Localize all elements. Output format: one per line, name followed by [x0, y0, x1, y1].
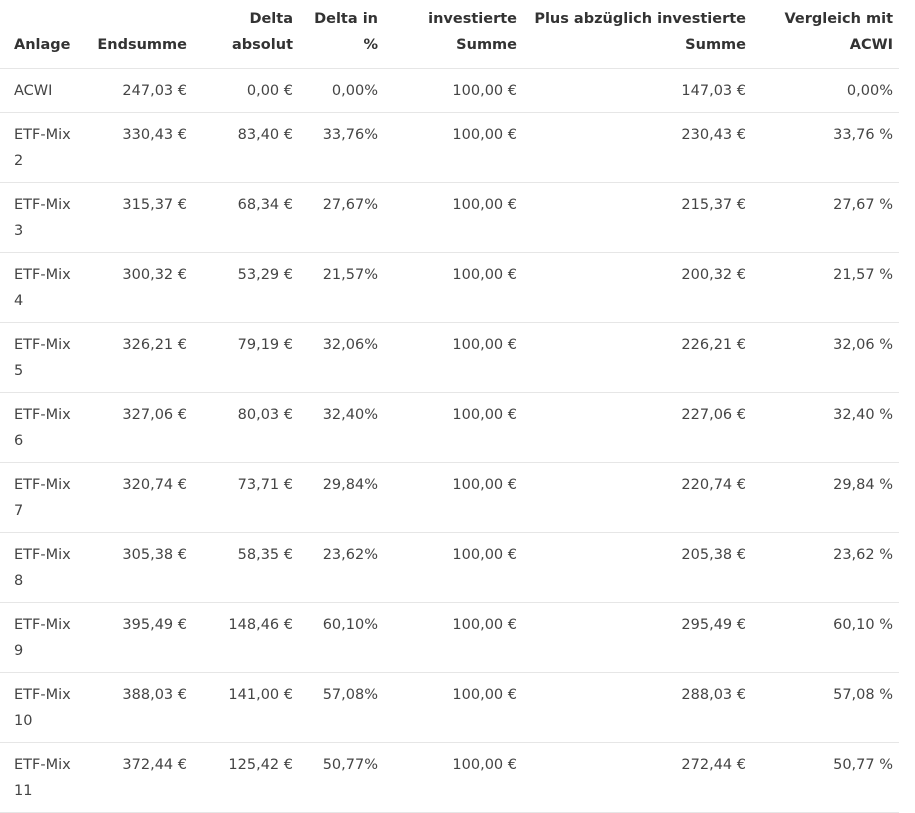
cell-delta-absolut: 0,00 €	[193, 68, 299, 113]
cell-anlage: ACWI	[0, 68, 87, 113]
cell-plus-abzueglich: 227,06 €	[523, 392, 752, 463]
cell-vergleich-acwi: 50,77 %	[752, 742, 899, 813]
cell-investierte-summe: 100,00 €	[384, 322, 523, 393]
cell-delta-absolut: 79,19 €	[193, 322, 299, 393]
table-row: ETF-Mix 4 300,32 € 53,29 € 21,57% 100,00…	[0, 252, 899, 323]
cell-endsumme: 372,44 €	[87, 742, 193, 813]
cell-delta-prozent: 33,76%	[299, 112, 384, 183]
cell-plus-abzueglich: 215,37 €	[523, 182, 752, 253]
cell-plus-abzueglich: 147,03 €	[523, 68, 752, 113]
cell-endsumme: 320,74 €	[87, 462, 193, 533]
cell-delta-prozent: 23,62%	[299, 532, 384, 603]
cell-delta-absolut: 80,03 €	[193, 392, 299, 463]
cell-vergleich-acwi: 57,08 %	[752, 672, 899, 743]
cell-delta-absolut: 53,29 €	[193, 252, 299, 323]
cell-endsumme: 395,49 €	[87, 602, 193, 673]
cell-vergleich-acwi: 23,62 %	[752, 532, 899, 603]
cell-anlage: ETF-Mix 2	[0, 112, 87, 183]
cell-vergleich-acwi: 60,10 %	[752, 602, 899, 673]
cell-investierte-summe: 100,00 €	[384, 112, 523, 183]
cell-endsumme: 327,06 €	[87, 392, 193, 463]
table-header: Anlage Endsumme Delta absolut Delta in %…	[0, 0, 899, 69]
cell-delta-prozent: 27,67%	[299, 182, 384, 253]
cell-delta-absolut: 73,71 €	[193, 462, 299, 533]
cell-anlage: ETF-Mix 8	[0, 532, 87, 603]
header-endsumme: Endsumme	[87, 0, 193, 69]
cell-delta-prozent: 29,84%	[299, 462, 384, 533]
cell-endsumme: 300,32 €	[87, 252, 193, 323]
cell-plus-abzueglich: 230,43 €	[523, 112, 752, 183]
cell-anlage: ETF-Mix 7	[0, 462, 87, 533]
cell-anlage: ETF-Mix 5	[0, 322, 87, 393]
cell-delta-prozent: 57,08%	[299, 672, 384, 743]
cell-delta-prozent: 50,77%	[299, 742, 384, 813]
cell-delta-absolut: 83,40 €	[193, 112, 299, 183]
table-body: ACWI 247,03 € 0,00 € 0,00% 100,00 € 147,…	[0, 68, 899, 813]
cell-anlage: ETF-Mix 10	[0, 672, 87, 743]
table-row: ETF-Mix 9 395,49 € 148,46 € 60,10% 100,0…	[0, 602, 899, 673]
cell-investierte-summe: 100,00 €	[384, 742, 523, 813]
cell-investierte-summe: 100,00 €	[384, 462, 523, 533]
cell-delta-prozent: 21,57%	[299, 252, 384, 323]
cell-plus-abzueglich: 200,32 €	[523, 252, 752, 323]
cell-anlage: ETF-Mix 3	[0, 182, 87, 253]
table-row: ETF-Mix 7 320,74 € 73,71 € 29,84% 100,00…	[0, 462, 899, 533]
table-row: ETF-Mix 2 330,43 € 83,40 € 33,76% 100,00…	[0, 112, 899, 183]
cell-plus-abzueglich: 272,44 €	[523, 742, 752, 813]
cell-endsumme: 315,37 €	[87, 182, 193, 253]
cell-investierte-summe: 100,00 €	[384, 392, 523, 463]
header-anlage: Anlage	[0, 0, 87, 69]
header-plus-abzueglich: Plus abzüglich investierte Summe	[523, 0, 752, 69]
cell-delta-absolut: 125,42 €	[193, 742, 299, 813]
cell-endsumme: 330,43 €	[87, 112, 193, 183]
table-row: ETF-Mix 11 372,44 € 125,42 € 50,77% 100,…	[0, 742, 899, 813]
cell-investierte-summe: 100,00 €	[384, 252, 523, 323]
cell-plus-abzueglich: 295,49 €	[523, 602, 752, 673]
header-vergleich-acwi: Vergleich mit ACWI	[752, 0, 899, 69]
table-row: ACWI 247,03 € 0,00 € 0,00% 100,00 € 147,…	[0, 68, 899, 113]
cell-delta-absolut: 68,34 €	[193, 182, 299, 253]
cell-delta-prozent: 32,06%	[299, 322, 384, 393]
cell-vergleich-acwi: 27,67 %	[752, 182, 899, 253]
header-investierte-summe: investierte Summe	[384, 0, 523, 69]
cell-endsumme: 247,03 €	[87, 68, 193, 113]
header-delta-prozent: Delta in %	[299, 0, 384, 69]
cell-delta-absolut: 148,46 €	[193, 602, 299, 673]
cell-delta-prozent: 32,40%	[299, 392, 384, 463]
cell-vergleich-acwi: 33,76 %	[752, 112, 899, 183]
cell-vergleich-acwi: 29,84 %	[752, 462, 899, 533]
cell-delta-prozent: 0,00%	[299, 68, 384, 113]
cell-delta-absolut: 141,00 €	[193, 672, 299, 743]
table-row: ETF-Mix 10 388,03 € 141,00 € 57,08% 100,…	[0, 672, 899, 743]
cell-endsumme: 305,38 €	[87, 532, 193, 603]
cell-vergleich-acwi: 0,00%	[752, 68, 899, 113]
header-delta-absolut: Delta absolut	[193, 0, 299, 69]
cell-investierte-summe: 100,00 €	[384, 532, 523, 603]
cell-delta-prozent: 60,10%	[299, 602, 384, 673]
header-row: Anlage Endsumme Delta absolut Delta in %…	[0, 0, 899, 69]
table-row: ETF-Mix 8 305,38 € 58,35 € 23,62% 100,00…	[0, 532, 899, 603]
cell-vergleich-acwi: 32,40 %	[752, 392, 899, 463]
cell-vergleich-acwi: 21,57 %	[752, 252, 899, 323]
cell-plus-abzueglich: 288,03 €	[523, 672, 752, 743]
cell-anlage: ETF-Mix 6	[0, 392, 87, 463]
cell-plus-abzueglich: 220,74 €	[523, 462, 752, 533]
cell-investierte-summe: 100,00 €	[384, 182, 523, 253]
cell-investierte-summe: 100,00 €	[384, 672, 523, 743]
cell-investierte-summe: 100,00 €	[384, 68, 523, 113]
cell-plus-abzueglich: 205,38 €	[523, 532, 752, 603]
cell-plus-abzueglich: 226,21 €	[523, 322, 752, 393]
cell-investierte-summe: 100,00 €	[384, 602, 523, 673]
cell-anlage: ETF-Mix 9	[0, 602, 87, 673]
cell-anlage: ETF-Mix 11	[0, 742, 87, 813]
table-row: ETF-Mix 3 315,37 € 68,34 € 27,67% 100,00…	[0, 182, 899, 253]
cell-endsumme: 388,03 €	[87, 672, 193, 743]
cell-anlage: ETF-Mix 4	[0, 252, 87, 323]
cell-endsumme: 326,21 €	[87, 322, 193, 393]
table-row: ETF-Mix 6 327,06 € 80,03 € 32,40% 100,00…	[0, 392, 899, 463]
cell-delta-absolut: 58,35 €	[193, 532, 299, 603]
cell-vergleich-acwi: 32,06 %	[752, 322, 899, 393]
table-row: ETF-Mix 5 326,21 € 79,19 € 32,06% 100,00…	[0, 322, 899, 393]
